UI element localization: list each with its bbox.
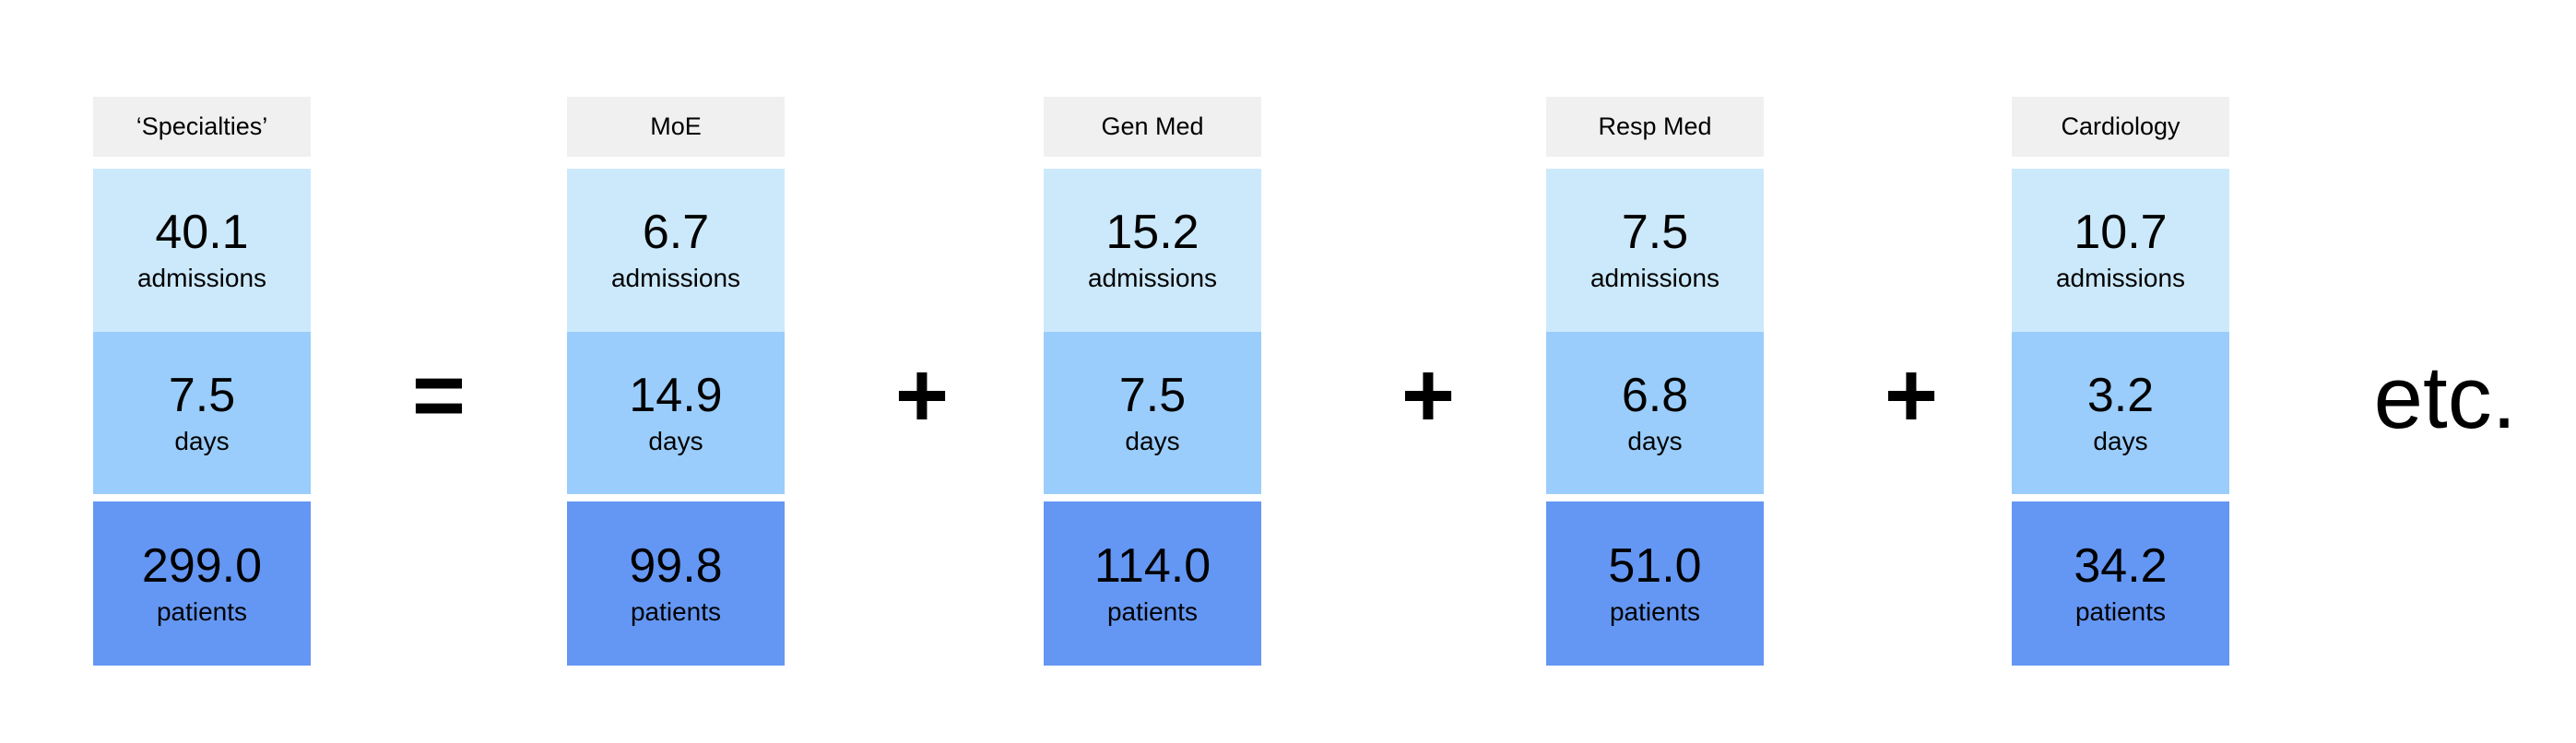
patients-box: 34.2 patients [2012, 501, 2229, 666]
patients-box: 99.8 patients [567, 501, 785, 666]
patients-box: 299.0 patients [93, 501, 311, 666]
days-label: days [174, 426, 230, 455]
days-box: 6.8 days [1546, 332, 1764, 494]
patients-value: 51.0 [1608, 538, 1702, 593]
admissions-value: 6.7 [642, 206, 710, 260]
admissions-box: 6.7 admissions [567, 169, 785, 332]
admissions-label: admissions [1087, 264, 1218, 293]
column-header: ‘Specialties’ [93, 97, 311, 157]
plus-operator: + [1400, 343, 1456, 447]
column-gen-med: Gen Med 15.2 admissions 7.5 days 114.0 p… [1044, 0, 1261, 743]
patients-value: 34.2 [2074, 538, 2168, 593]
patients-label: patients [2074, 596, 2167, 626]
days-label: days [1627, 426, 1683, 455]
column-header: Cardiology [2012, 97, 2229, 157]
admissions-label: admissions [610, 264, 741, 293]
patients-label: patients [1609, 596, 1701, 626]
days-value: 6.8 [1621, 368, 1689, 422]
days-label: days [1125, 426, 1180, 455]
column-cardiology: Cardiology 10.7 admissions 3.2 days 34.2… [2012, 0, 2229, 743]
days-value: 3.2 [2086, 368, 2155, 422]
column-header: MoE [567, 97, 785, 157]
patients-label: patients [1106, 596, 1199, 626]
admissions-label: admissions [1589, 264, 1720, 293]
plus-operator: + [894, 343, 950, 447]
admissions-value: 10.7 [2074, 206, 2168, 260]
days-box: 7.5 days [1044, 332, 1261, 494]
admissions-box: 40.1 admissions [93, 169, 311, 332]
days-label: days [2093, 426, 2148, 455]
admissions-label: admissions [136, 264, 267, 293]
days-value: 7.5 [168, 368, 236, 422]
etc-label: etc. [2373, 348, 2517, 447]
days-box: 14.9 days [567, 332, 785, 494]
admissions-value: 15.2 [1105, 206, 1199, 260]
column-header: Resp Med [1546, 97, 1764, 157]
admissions-label: admissions [2055, 264, 2186, 293]
patients-box: 114.0 patients [1044, 501, 1261, 666]
patients-label: patients [156, 596, 248, 626]
days-box: 3.2 days [2012, 332, 2229, 494]
column-moe: MoE 6.7 admissions 14.9 days 99.8 patien… [567, 0, 785, 743]
days-value: 7.5 [1118, 368, 1187, 422]
admissions-box: 7.5 admissions [1546, 169, 1764, 332]
admissions-box: 10.7 admissions [2012, 169, 2229, 332]
column-resp-med: Resp Med 7.5 admissions 6.8 days 51.0 pa… [1546, 0, 1764, 743]
plus-operator: + [1884, 343, 1939, 447]
days-box: 7.5 days [93, 332, 311, 494]
patients-box: 51.0 patients [1546, 501, 1764, 666]
patients-value: 114.0 [1093, 538, 1211, 593]
patients-label: patients [630, 596, 722, 626]
admissions-value: 40.1 [155, 206, 249, 260]
patients-value: 99.8 [629, 538, 723, 593]
admissions-box: 15.2 admissions [1044, 169, 1261, 332]
equals-operator: = [411, 343, 467, 447]
admissions-value: 7.5 [1621, 206, 1689, 260]
days-value: 14.9 [629, 368, 723, 422]
column-specialties: ‘Specialties’ 40.1 admissions 7.5 days 2… [93, 0, 311, 743]
patients-value: 299.0 [141, 538, 263, 593]
column-header: Gen Med [1044, 97, 1261, 157]
days-label: days [648, 426, 703, 455]
